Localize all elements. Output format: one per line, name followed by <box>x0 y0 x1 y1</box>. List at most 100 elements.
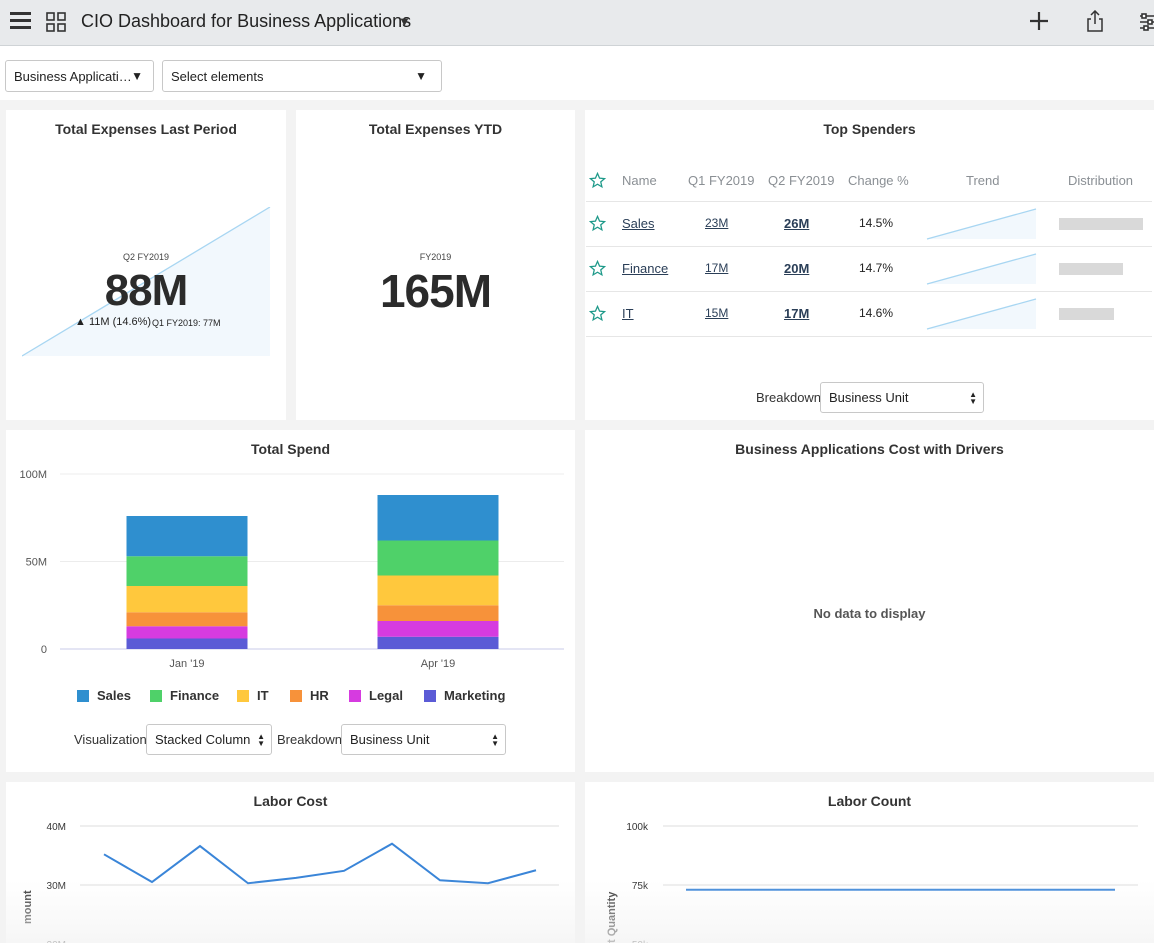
breakdown-label: Breakdown <box>756 390 822 405</box>
total-spend-breakdown-label: Breakdown <box>277 732 343 747</box>
row-divider <box>586 336 1152 337</box>
legend-item-legal[interactable]: Legal <box>349 688 403 703</box>
favorite-star-icon[interactable] <box>588 304 607 327</box>
spender-distribution-bar <box>1059 218 1143 230</box>
column-header-name[interactable]: Name <box>622 173 657 188</box>
column-header-change[interactable]: Change % <box>848 173 909 188</box>
spender-name-link[interactable]: Sales <box>622 216 655 231</box>
kpi-last-period-title: Total Expenses Last Period <box>55 121 237 137</box>
kpi-last-period-card: Total Expenses Last Period Q2 FY2019 88M… <box>6 110 286 420</box>
labor-count-title: Labor Count <box>827 793 912 809</box>
legend-swatch <box>290 689 302 702</box>
bar-segment-finance <box>377 540 499 576</box>
spender-q1-link[interactable]: 15M <box>705 306 729 320</box>
spender-q2-link[interactable]: 17M <box>784 306 810 321</box>
total-spend-breakdown-select[interactable]: Business Unit ▲ ▼ <box>341 724 506 755</box>
spender-q2-link[interactable]: 26M <box>784 216 810 231</box>
legend-swatch <box>424 689 436 702</box>
y-tick-label: 50M <box>26 557 47 569</box>
business-app-filter-value: Business Applicati… <box>14 68 132 84</box>
legend-item-hr[interactable]: HR <box>290 688 329 703</box>
bar-segment-legal <box>377 621 499 637</box>
legend-label: Marketing <box>444 688 506 703</box>
spender-q1-link[interactable]: 23M <box>705 216 729 230</box>
legend-item-sales[interactable]: Sales <box>77 688 131 703</box>
y-tick-label: 30M <box>47 881 66 892</box>
bar-segment-marketing <box>126 638 248 649</box>
kpi-last-period-compare: Q1 FY2019: 77M <box>152 318 221 328</box>
breakdown-select-value: Business Unit <box>829 390 909 405</box>
hamburger-menu-icon[interactable] <box>10 12 31 31</box>
legend-label: HR <box>310 688 329 703</box>
select-elements-placeholder: Select elements <box>171 68 264 84</box>
filter-settings-icon[interactable] <box>1139 11 1154 33</box>
breakdown-select[interactable]: Business Unit ▲ ▼ <box>820 382 984 413</box>
kpi-last-period-delta: ▲ 11M (14.6%) <box>75 316 152 328</box>
share-icon[interactable] <box>1086 9 1104 32</box>
kpi-ytd-period: FY2019 <box>419 252 452 262</box>
legend-item-finance[interactable]: Finance <box>150 688 219 703</box>
title-dropdown-icon[interactable]: ▼ <box>398 14 411 29</box>
dashboard-grid-icon[interactable] <box>46 12 66 32</box>
column-header-trend[interactable]: Trend <box>966 173 1000 188</box>
visualization-select[interactable]: Stacked Column ▲ ▼ <box>146 724 272 755</box>
y-tick-label: 100M <box>19 469 47 481</box>
spender-name-link[interactable]: IT <box>622 306 634 321</box>
bar-segment-sales <box>377 495 499 541</box>
spender-change: 14.5% <box>859 216 894 230</box>
bar-segment-it <box>377 575 499 606</box>
legend-item-it[interactable]: IT <box>237 688 269 703</box>
labor-count-ylabel: t Quantity <box>606 891 618 943</box>
updown-arrows-icon: ▲ ▼ <box>969 389 977 406</box>
labor-cost-series-line <box>103 842 537 885</box>
x-tick-label: Apr '19 <box>421 658 456 670</box>
column-header-distribution[interactable]: Distribution <box>1068 173 1134 188</box>
spender-trend-sparkline <box>926 298 1037 330</box>
spender-name-link[interactable]: Finance <box>622 261 669 276</box>
bar-segment-hr <box>377 605 499 621</box>
column-header-q2[interactable]: Q2 FY2019 <box>768 173 835 188</box>
legend-swatch <box>349 689 361 702</box>
top-bar: CIO Dashboard for Business Applications … <box>0 0 1154 46</box>
legend-item-marketing[interactable]: Marketing <box>424 688 505 703</box>
top-spenders-title: Top Spenders <box>823 121 916 137</box>
chevron-down-icon: ▼ <box>131 69 143 83</box>
bar-segment-finance <box>126 556 248 586</box>
y-tick-label: 75k <box>632 881 649 892</box>
legend-swatch <box>237 689 249 702</box>
bar-segment-sales <box>126 516 248 557</box>
y-tick-label: 100k <box>626 822 649 833</box>
kpi-ytd-title: Total Expenses YTD <box>368 121 503 137</box>
kpi-last-period-value: 88M <box>104 266 189 315</box>
spender-distribution-bar <box>1059 308 1114 320</box>
kpi-ytd-value: 165M <box>379 265 492 317</box>
labor-cost-ylabel: mount <box>22 890 34 924</box>
updown-arrows-icon: ▲ ▼ <box>257 731 265 748</box>
spender-q1-link[interactable]: 17M <box>705 261 729 275</box>
y-tick-label: 40M <box>47 822 66 833</box>
favorite-star-icon[interactable] <box>588 214 607 237</box>
spender-change: 14.6% <box>859 306 894 320</box>
legend-label: IT <box>257 688 269 703</box>
add-icon[interactable] <box>1028 10 1050 32</box>
column-header-q1[interactable]: Q1 FY2019 <box>688 173 755 188</box>
spender-trend-sparkline <box>926 208 1037 240</box>
favorite-star-icon[interactable] <box>588 171 607 194</box>
kpi-last-period-period: Q2 FY2019 <box>122 252 170 262</box>
total-spend-title: Total Spend <box>250 441 331 457</box>
bar-segment-marketing <box>377 636 499 649</box>
bar-segment-it <box>126 586 248 613</box>
spender-change: 14.7% <box>859 261 894 275</box>
labor-cost-chart: 40M30M20M <box>47 822 559 943</box>
page-title: CIO Dashboard for Business Applications <box>81 11 412 31</box>
select-elements-filter[interactable]: Select elements ▼ <box>162 60 442 92</box>
business-app-filter[interactable]: Business Applicati… ▼ <box>5 60 154 92</box>
chevron-down-icon: ▼ <box>415 69 427 83</box>
y-tick-label: 0 <box>41 644 47 656</box>
no-data-message: No data to display <box>813 606 926 621</box>
legend-swatch <box>150 689 162 702</box>
favorite-star-icon[interactable] <box>588 259 607 282</box>
legend-swatch <box>77 689 89 702</box>
spender-q2-link[interactable]: 20M <box>784 261 810 276</box>
cost-drivers-title: Business Applications Cost with Drivers <box>735 441 1004 457</box>
